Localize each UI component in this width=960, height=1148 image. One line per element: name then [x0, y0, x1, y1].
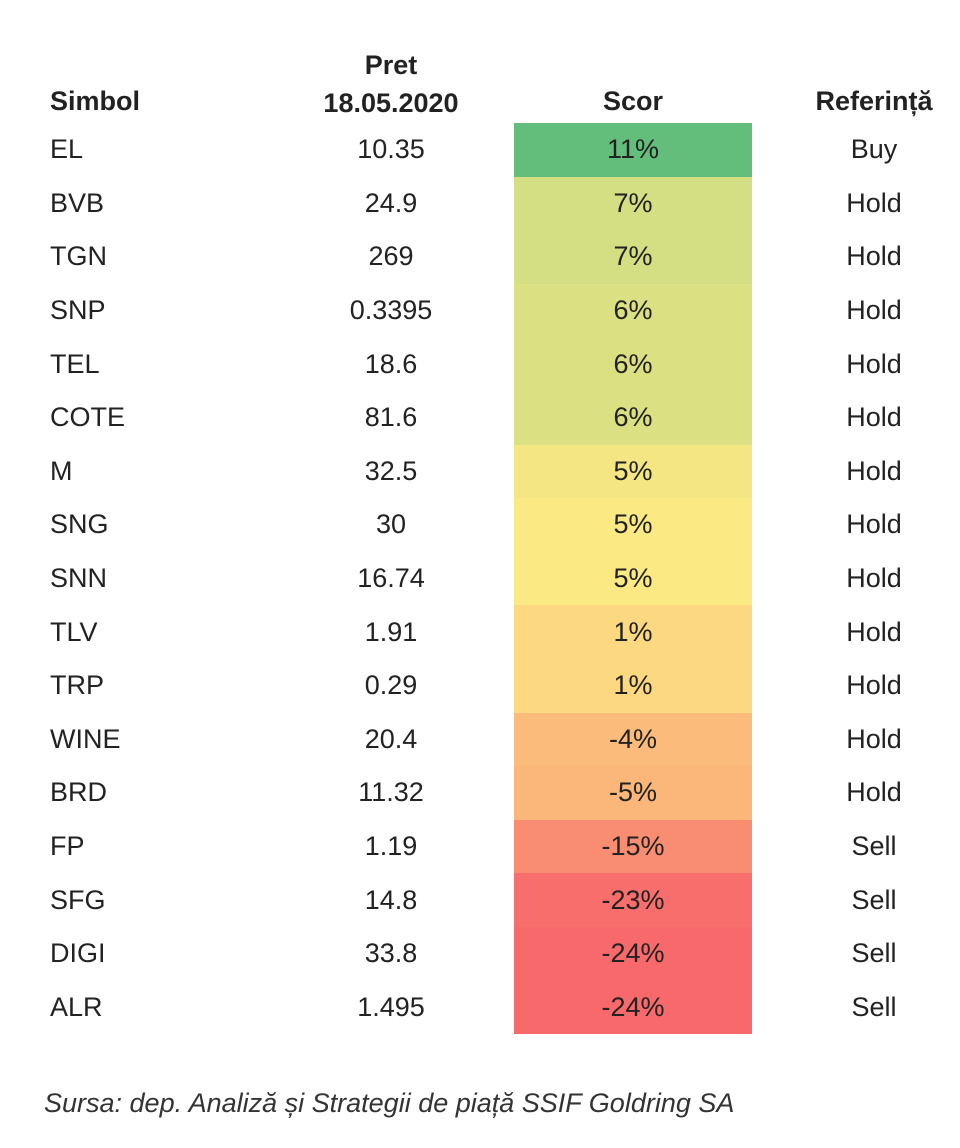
price-cell: 269	[368, 241, 414, 272]
table-row: TEL 18.6 6% Hold	[0, 337, 960, 391]
table-row: BRD 11.32 -5% Hold	[0, 766, 960, 820]
reference-cell: Hold	[846, 670, 902, 701]
table-body: EL 10.35 11% Buy BVB 24.9 7% Hold TGN 269 7% Hold SN…	[0, 123, 960, 1035]
table-row: BVB 24.9 7% Hold	[0, 176, 960, 231]
table-row: M 32.5 5% Hold	[0, 444, 960, 499]
score-cell: -23%	[514, 873, 752, 927]
symbol-cell: SNN	[50, 563, 108, 594]
symbol-cell: SNP	[50, 295, 106, 326]
table-row: DIGI 33.8 -24% Sell	[0, 926, 960, 981]
source-note: Sursa: dep. Analiză și Strategii de piaț…	[44, 1088, 735, 1118]
symbol-cell: FP	[50, 831, 85, 862]
reference-cell: Sell	[851, 991, 897, 1022]
price-cell: 30	[375, 509, 407, 540]
reference-cell: Buy	[850, 134, 898, 165]
symbol-cell: BVB	[50, 187, 105, 218]
price-cell: 16.74	[357, 563, 425, 594]
score-cell: -15%	[514, 819, 752, 874]
price-cell: 0.29	[364, 670, 418, 701]
symbol-cell: TLV	[50, 616, 98, 647]
symbol-cell: BRD	[50, 777, 108, 808]
reference-cell: Sell	[851, 831, 897, 862]
reference-cell: Hold	[846, 616, 902, 647]
header-price-date: 18.05.2020	[323, 88, 459, 118]
table-header: Simbol Pret 18.05.2020 Scor Referință	[0, 46, 960, 122]
table-row: EL 10.35 11% Buy	[0, 123, 960, 177]
price-cell: 1.495	[357, 991, 425, 1022]
score-cell: 5%	[514, 498, 752, 552]
score-cell: 7%	[514, 176, 752, 231]
header-score: Scor	[602, 86, 664, 116]
symbol-cell: ALR	[50, 991, 103, 1022]
header-price: Pret 18.05.2020	[300, 46, 482, 122]
price-cell: 18.6	[364, 348, 418, 379]
reference-cell: Hold	[846, 455, 902, 486]
header-reference: Referință	[815, 86, 933, 116]
table-row: WINE 20.4 -4% Hold	[0, 712, 960, 767]
score-cell: 7%	[514, 230, 752, 284]
reference-cell: Hold	[846, 563, 902, 594]
table-row: FP 1.19 -15% Sell	[0, 819, 960, 874]
score-cell: -24%	[514, 926, 752, 981]
price-cell: 1.91	[364, 616, 418, 647]
table-row: ALR 1.495 -24% Sell	[0, 980, 960, 1035]
price-cell: 24.9	[364, 187, 418, 218]
symbol-cell: EL	[50, 134, 84, 165]
reference-cell: Hold	[846, 348, 902, 379]
reference-cell: Hold	[846, 723, 902, 754]
symbol-cell: DIGI	[50, 938, 106, 969]
price-cell: 81.6	[364, 402, 418, 433]
symbol-cell: TRP	[50, 670, 104, 701]
score-cell: 5%	[514, 444, 752, 499]
price-cell: 10.35	[357, 134, 425, 165]
reference-cell: Hold	[846, 777, 902, 808]
table-row: COTE 81.6 6% Hold	[0, 390, 960, 445]
score-cell: 11%	[514, 123, 752, 177]
price-cell: 0.3395	[349, 295, 433, 326]
price-cell: 14.8	[364, 884, 418, 915]
reference-cell: Hold	[846, 402, 902, 433]
symbol-cell: WINE	[50, 723, 121, 754]
price-cell: 1.19	[364, 831, 418, 862]
score-cell: 5%	[514, 551, 752, 606]
score-cell: 1%	[514, 658, 752, 713]
reference-cell: Sell	[851, 884, 897, 915]
symbol-cell: TGN	[50, 241, 107, 272]
table-row: SNN 16.74 5% Hold	[0, 551, 960, 606]
table-row: TGN 269 7% Hold	[0, 230, 960, 284]
price-cell: 33.8	[364, 938, 418, 969]
symbol-cell: COTE	[50, 402, 126, 433]
header-price-label: Pret	[364, 50, 418, 80]
reference-cell: Hold	[846, 187, 902, 218]
score-cell: -4%	[514, 712, 752, 767]
symbol-cell: SFG	[50, 884, 106, 915]
table-row: SFG 14.8 -23% Sell	[0, 873, 960, 927]
score-cell: -24%	[514, 980, 752, 1035]
table-row: SNP 0.3395 6% Hold	[0, 283, 960, 338]
symbol-cell: TEL	[50, 348, 100, 379]
reference-cell: Hold	[846, 241, 902, 272]
reference-cell: Sell	[851, 938, 897, 969]
price-cell: 20.4	[364, 723, 418, 754]
price-cell: 11.32	[358, 777, 424, 808]
score-cell: 6%	[514, 337, 752, 391]
table-row: SNG 30 5% Hold	[0, 498, 960, 552]
reference-cell: Hold	[846, 295, 902, 326]
reference-cell: Hold	[846, 509, 902, 540]
table-row: TRP 0.29 1% Hold	[0, 658, 960, 713]
score-cell: 6%	[514, 390, 752, 445]
score-cell: -5%	[514, 766, 752, 820]
header-symbol: Simbol	[50, 86, 141, 116]
score-cell: 6%	[514, 283, 752, 338]
table-row: TLV 1.91 1% Hold	[0, 605, 960, 659]
score-cell: 1%	[514, 605, 752, 659]
symbol-cell: SNG	[50, 509, 109, 540]
symbol-cell: M	[50, 455, 73, 486]
price-cell: 32.5	[364, 455, 418, 486]
